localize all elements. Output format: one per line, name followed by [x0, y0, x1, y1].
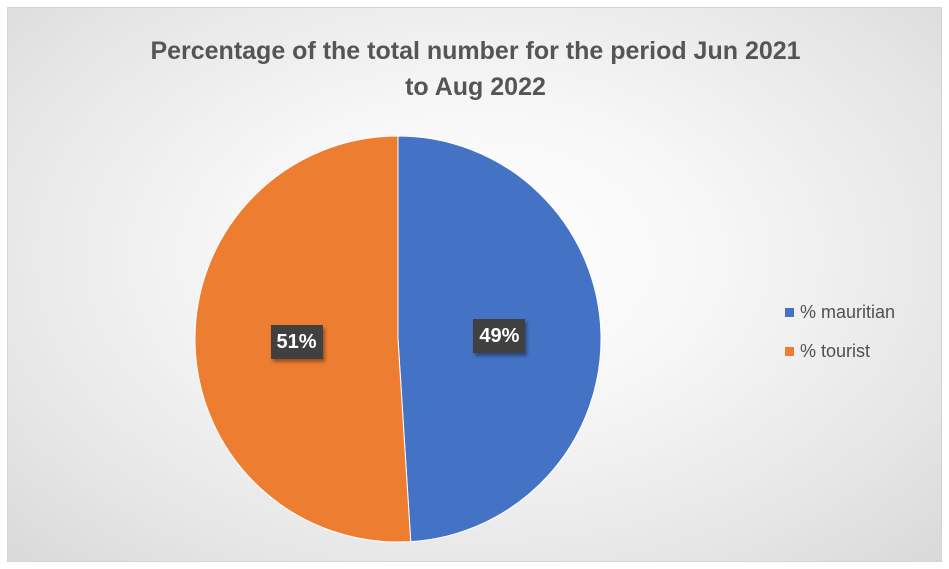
- legend-item-mauritian: % mauritian: [785, 301, 895, 323]
- legend-swatch-mauritian: [785, 307, 794, 317]
- legend-label-tourist: % tourist: [800, 340, 871, 361]
- chart-area: Percentage of the total number for the p…: [7, 7, 942, 562]
- pie-chart: [194, 135, 602, 543]
- legend-label-mauritian: % mauritian: [800, 301, 896, 322]
- chart-title-line-1: Percentage of the total number for the p…: [150, 37, 801, 65]
- data-label-mauritian: 49%: [473, 318, 526, 353]
- data-label-tourist: 51%: [270, 325, 323, 360]
- chart-title-line-2: to Aug 2022: [405, 73, 546, 101]
- legend-item-tourist: % tourist: [785, 340, 895, 362]
- legend: % mauritian % tourist: [785, 301, 895, 379]
- legend-swatch-tourist: [785, 346, 794, 356]
